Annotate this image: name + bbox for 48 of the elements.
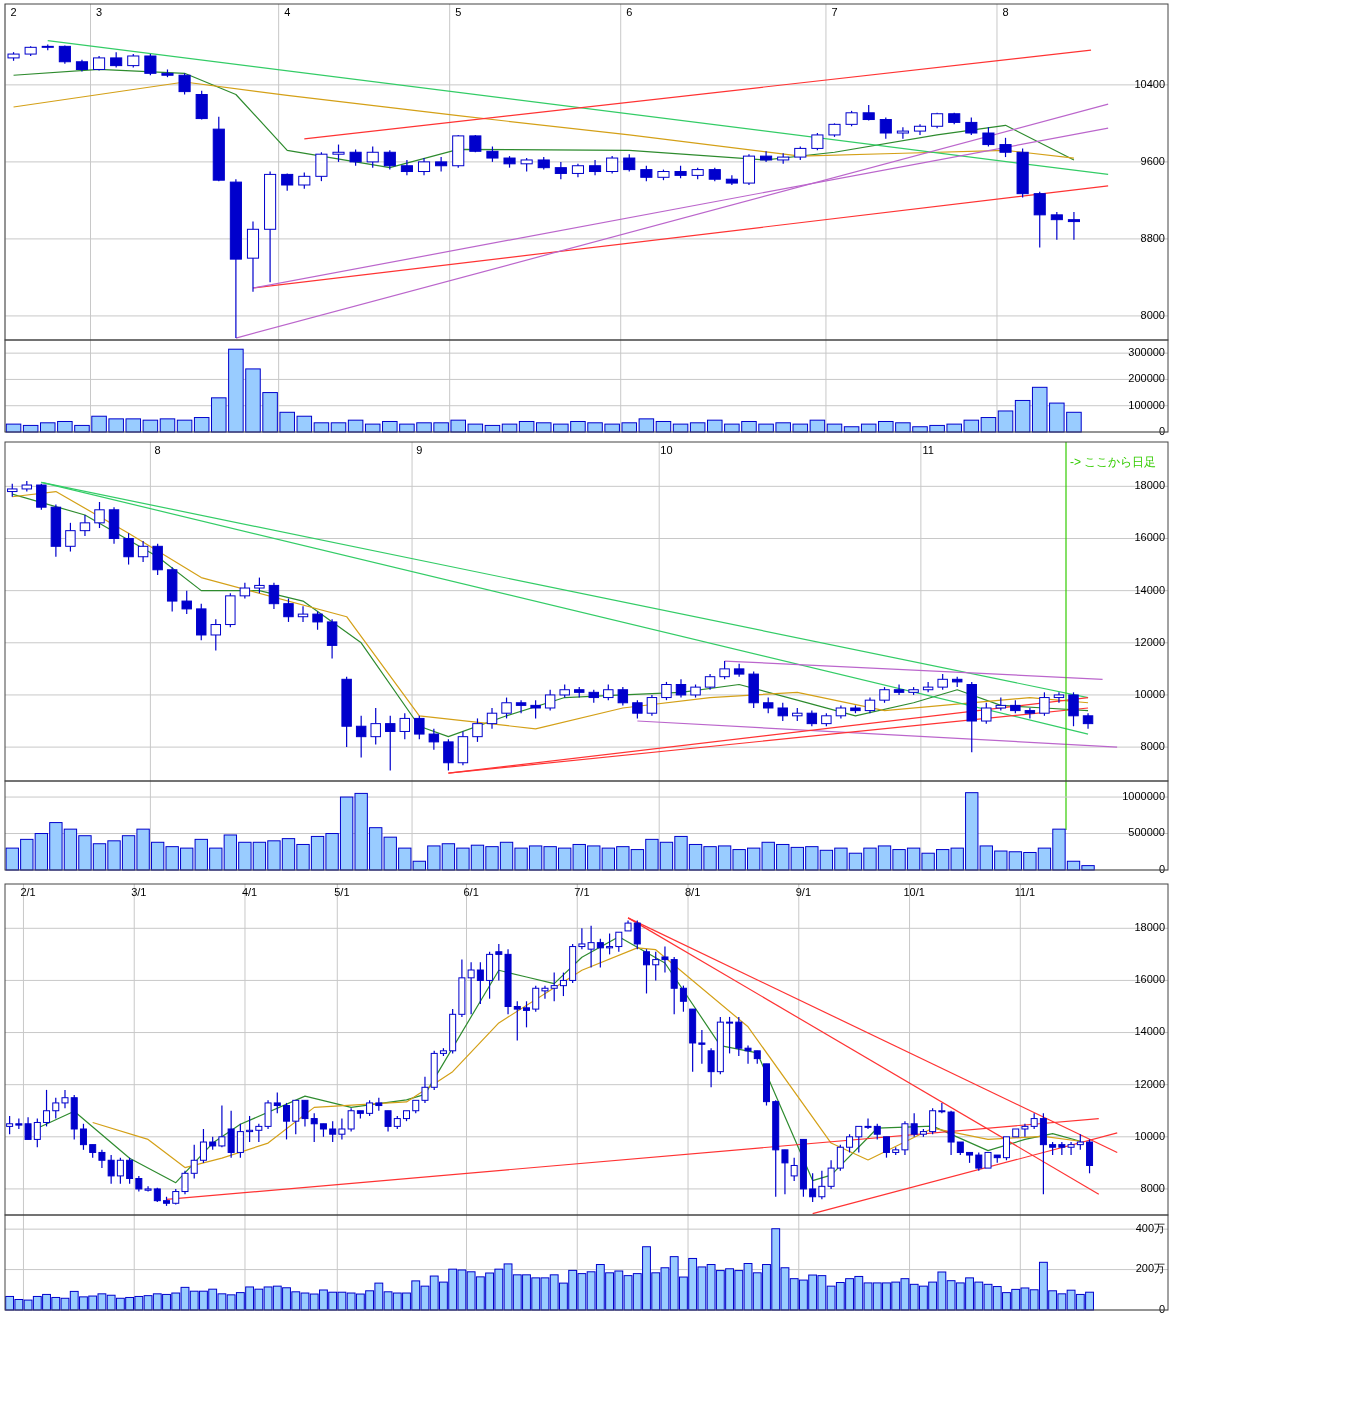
x-tick-label: 2/1 bbox=[20, 886, 36, 898]
y-tick-label: 300000 bbox=[1128, 346, 1165, 359]
y-tick-label: 0 bbox=[1158, 424, 1165, 437]
y-tick-label: 10000 bbox=[1134, 1129, 1165, 1142]
x-tick-label: 6 bbox=[626, 6, 633, 18]
y-tick-label: 16000 bbox=[1134, 531, 1165, 544]
x-tick-label: 3 bbox=[96, 6, 103, 18]
x-tick-label: 3/1 bbox=[131, 886, 147, 898]
y-tick-label: 10400 bbox=[1134, 77, 1165, 90]
y-tick-label: 8000 bbox=[1140, 308, 1165, 321]
x-tick-label: 8/1 bbox=[685, 886, 701, 898]
x-tick-label: 8 bbox=[154, 444, 161, 456]
x-tick-label: 10 bbox=[660, 444, 673, 456]
x-tick-label: 8 bbox=[1002, 6, 1009, 18]
y-tick-label: 9600 bbox=[1140, 154, 1165, 167]
y-tick-label: 200万 bbox=[1135, 1262, 1165, 1275]
y-tick-label: 0 bbox=[1158, 1302, 1165, 1315]
y-tick-label: 8800 bbox=[1140, 231, 1165, 244]
y-tick-label: 14000 bbox=[1134, 583, 1165, 596]
x-tick-label: 9/1 bbox=[795, 886, 812, 898]
y-tick-label: 10000 bbox=[1134, 687, 1165, 700]
y-tick-label: 12000 bbox=[1134, 635, 1165, 648]
y-tick-label: 16000 bbox=[1134, 973, 1165, 986]
x-tick-label: 9 bbox=[416, 444, 423, 456]
x-tick-label: 10/1 bbox=[903, 886, 925, 898]
y-tick-label: 200000 bbox=[1128, 372, 1165, 385]
y-tick-label: 12000 bbox=[1134, 1077, 1165, 1090]
y-tick-label: 18000 bbox=[1134, 479, 1165, 492]
x-tick-label: 5 bbox=[455, 6, 462, 18]
x-tick-label: 6/1 bbox=[463, 886, 479, 898]
x-tick-label: 7/1 bbox=[574, 886, 590, 898]
x-tick-label: 4 bbox=[284, 6, 291, 18]
x-tick-label: 11/1 bbox=[1014, 886, 1036, 898]
y-tick-label: 500000 bbox=[1128, 826, 1165, 839]
y-tick-label: 0 bbox=[1158, 862, 1165, 875]
y-tick-label: 100000 bbox=[1128, 398, 1165, 411]
x-tick-label: 7 bbox=[831, 6, 838, 18]
y-tick-label: 1000000 bbox=[1122, 789, 1165, 802]
annotation: -> ここから日足 bbox=[1070, 455, 1157, 469]
y-tick-label: 14000 bbox=[1134, 1025, 1165, 1038]
y-tick-label: 8000 bbox=[1140, 1181, 1165, 1194]
x-tick-label: 5/1 bbox=[334, 886, 350, 898]
x-tick-label: 2 bbox=[10, 6, 17, 18]
x-tick-label: 4/1 bbox=[241, 886, 258, 898]
y-tick-label: 8000 bbox=[1140, 740, 1165, 753]
y-tick-label: 18000 bbox=[1134, 921, 1165, 934]
x-tick-label: 11 bbox=[922, 444, 934, 456]
y-tick-label: 400万 bbox=[1135, 1222, 1165, 1235]
